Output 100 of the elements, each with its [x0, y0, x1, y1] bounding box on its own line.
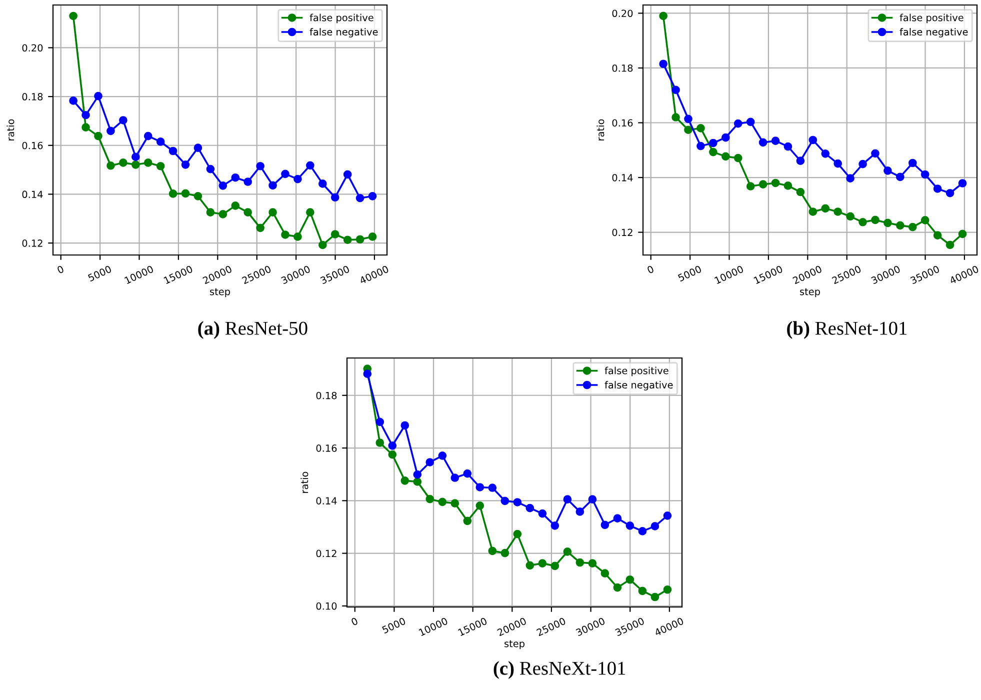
- point: [933, 231, 942, 240]
- y-axis-title: ratio: [300, 472, 308, 493]
- point: [206, 208, 215, 216]
- point: [119, 158, 128, 167]
- point: [218, 210, 228, 218]
- point: [588, 559, 597, 568]
- point: [181, 189, 190, 198]
- point: [244, 208, 252, 216]
- y-tick-label: 0.20: [22, 44, 43, 52]
- legend-label: false negative: [604, 381, 673, 390]
- point: [181, 160, 190, 169]
- y-tick-label: 0.16: [612, 119, 633, 127]
- point: [368, 232, 377, 241]
- point: [476, 483, 484, 492]
- point: [758, 138, 768, 147]
- point: [306, 208, 314, 216]
- point: [343, 236, 352, 244]
- point: [721, 152, 730, 161]
- point: [106, 126, 115, 136]
- point: [294, 174, 302, 184]
- point: [659, 60, 668, 68]
- point: [650, 522, 660, 530]
- legend-label: false positive: [310, 14, 374, 24]
- point: [734, 154, 742, 162]
- point: [388, 441, 397, 450]
- y-tick-label: 0.16: [22, 142, 43, 150]
- point: [946, 240, 954, 250]
- point: [550, 522, 560, 530]
- point: [194, 144, 202, 152]
- point: [500, 496, 510, 506]
- text: (b) ResNet-101: [787, 321, 907, 339]
- point: [846, 174, 854, 182]
- point: [231, 173, 240, 182]
- point: [538, 559, 547, 568]
- y-axis-title: ratio: [6, 119, 14, 140]
- point: [576, 508, 584, 516]
- point: [920, 170, 930, 179]
- point: [650, 592, 660, 602]
- point: [588, 495, 597, 504]
- point: [834, 159, 842, 168]
- point: [563, 548, 572, 556]
- point: [438, 498, 447, 506]
- point: [576, 558, 584, 567]
- point: [294, 232, 302, 241]
- point: [821, 150, 830, 158]
- point: [684, 126, 692, 134]
- point: [488, 484, 497, 492]
- point: [696, 124, 705, 132]
- point: [438, 451, 447, 460]
- point: [626, 522, 634, 530]
- point: [94, 132, 102, 140]
- point: [600, 569, 610, 578]
- point: [463, 469, 472, 478]
- point: [413, 478, 422, 486]
- point: [413, 470, 422, 479]
- point: [231, 202, 240, 210]
- point: [771, 178, 780, 188]
- point: [244, 178, 252, 186]
- point: [821, 204, 830, 213]
- y-tick-label: 0.10: [316, 602, 337, 610]
- y-tick-label: 0.12: [316, 550, 336, 558]
- x-tick-label: 0: [56, 265, 64, 274]
- point: [663, 585, 672, 594]
- point: [450, 499, 460, 508]
- point: [106, 161, 115, 170]
- point: [256, 162, 264, 170]
- y-tick-label: 0.18: [612, 64, 633, 72]
- y-tick-label: 0.18: [316, 392, 337, 400]
- y-tick-label: 0.14: [22, 190, 43, 198]
- point: [368, 192, 377, 200]
- point: [343, 170, 352, 179]
- point: [626, 575, 634, 584]
- y-tick-label: 0.12: [22, 240, 42, 247]
- y-tick-label: 0.12: [612, 228, 632, 236]
- point: [426, 494, 434, 504]
- x-axis-title: step: [800, 288, 820, 298]
- point: [933, 184, 942, 193]
- point: [638, 586, 647, 596]
- point: [896, 221, 904, 230]
- point: [684, 114, 692, 124]
- legend-label: false negative: [900, 28, 968, 38]
- point: [206, 164, 215, 174]
- point: [488, 546, 497, 556]
- text: (a) ResNet-50: [198, 321, 308, 339]
- point: [363, 370, 372, 378]
- point: [696, 142, 705, 150]
- point: [846, 212, 854, 221]
- point: [884, 218, 892, 228]
- point: [871, 149, 880, 158]
- point: [808, 208, 818, 216]
- point: [194, 192, 202, 200]
- point: [896, 172, 904, 182]
- point: [538, 509, 547, 518]
- point: [330, 193, 340, 202]
- x-tick-label: 5000: [382, 617, 406, 634]
- point: [796, 188, 805, 196]
- point: [884, 166, 892, 175]
- point: [376, 438, 384, 447]
- point: [958, 230, 967, 238]
- point: [268, 181, 277, 190]
